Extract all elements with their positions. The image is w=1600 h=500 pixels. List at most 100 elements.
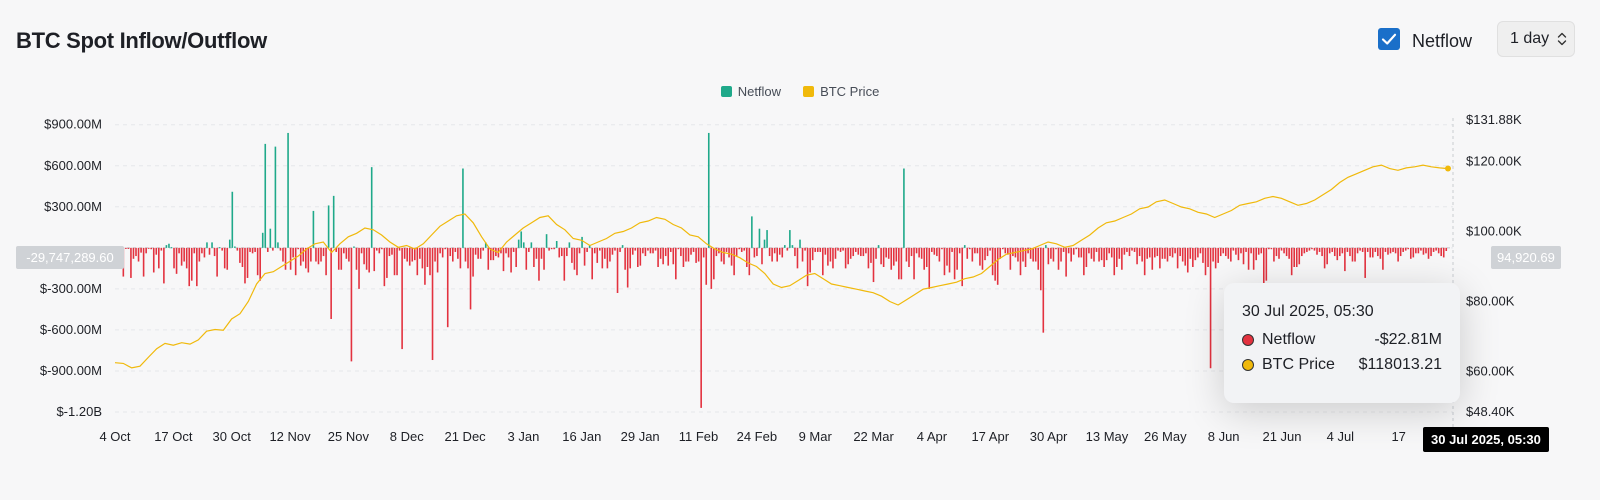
netflow-bar xyxy=(751,216,753,248)
netflow-bar xyxy=(705,247,708,285)
netflow-bar xyxy=(637,247,639,267)
netflow-bar xyxy=(1437,247,1440,254)
netflow-bar xyxy=(535,247,538,259)
netflow-bar xyxy=(865,247,867,254)
netflow-bar xyxy=(325,247,327,276)
netflow-bar xyxy=(1283,247,1285,254)
netflow-bar xyxy=(680,247,682,257)
netflow-bar xyxy=(847,247,849,265)
netflow-bar xyxy=(310,247,312,262)
netflow-bar xyxy=(654,247,657,251)
netflow-bar xyxy=(626,247,629,288)
netflow-bar xyxy=(1075,247,1078,250)
netflow-bar xyxy=(1290,247,1293,276)
netflow-bar xyxy=(956,247,958,270)
netflow-bar xyxy=(707,132,710,248)
netflow-bar xyxy=(178,247,180,254)
netflow-bar xyxy=(1169,247,1171,257)
x-tick-label: 12 Nov xyxy=(269,429,311,444)
netflow-bar xyxy=(383,247,386,287)
netflow-bar xyxy=(593,247,596,254)
netflow-bar xyxy=(809,247,811,273)
netflow-bar xyxy=(713,247,715,280)
chevron-up-down-icon xyxy=(1557,32,1567,46)
netflow-bar xyxy=(439,247,441,254)
netflow-bar xyxy=(631,247,634,255)
netflow-bar xyxy=(1001,247,1004,250)
y-right-tick-label: $80.00K xyxy=(1466,293,1515,308)
netflow-bar xyxy=(226,247,229,270)
netflow-bar xyxy=(606,247,609,269)
legend-item-btc-price[interactable]: BTC Price xyxy=(803,84,879,99)
x-tick-label: 8 Jun xyxy=(1208,429,1240,444)
netflow-checkbox[interactable] xyxy=(1378,28,1400,50)
netflow-bar xyxy=(1425,247,1427,254)
x-tick-label: 17 Apr xyxy=(971,429,1009,444)
netflow-bar xyxy=(961,247,964,287)
netflow-bar xyxy=(1275,247,1278,257)
interval-select[interactable]: 1 day xyxy=(1497,21,1575,57)
netflow-bar xyxy=(201,247,203,254)
netflow-bar xyxy=(284,247,287,270)
netflow-bar xyxy=(1103,247,1105,267)
netflow-bar xyxy=(1060,247,1062,262)
netflow-bar xyxy=(1088,247,1090,254)
netflow-bar xyxy=(652,247,654,254)
netflow-bar xyxy=(796,247,799,269)
netflow-bar xyxy=(1055,247,1057,250)
netflow-bar xyxy=(583,247,586,266)
netflow-bar xyxy=(510,247,512,273)
legend-swatch-netflow xyxy=(720,86,732,97)
netflow-bar xyxy=(457,247,459,259)
netflow-bar xyxy=(885,247,887,258)
netflow-bar xyxy=(396,247,398,276)
netflow-bar xyxy=(573,247,576,270)
netflow-bar xyxy=(614,247,616,251)
netflow-bar xyxy=(1004,247,1007,254)
netflow-bar xyxy=(1333,247,1336,257)
netflow-bar xyxy=(555,241,558,248)
netflow-bar xyxy=(1176,247,1179,269)
netflow-bar xyxy=(1298,247,1301,265)
netflow-bar xyxy=(1070,247,1072,262)
netflow-bar xyxy=(234,246,236,248)
y-left-tick-label: $-900.00M xyxy=(40,363,102,378)
netflow-bar xyxy=(355,247,358,270)
x-tick-label: 21 Jun xyxy=(1262,429,1301,444)
netflow-bar xyxy=(416,247,419,276)
netflow-bar xyxy=(672,247,675,265)
netflow-bar xyxy=(1017,247,1019,262)
netflow-bar xyxy=(1012,247,1014,257)
x-tick-label: 4 Jul xyxy=(1327,429,1355,444)
netflow-bar xyxy=(365,247,368,270)
netflow-bar xyxy=(811,247,814,261)
netflow-bar xyxy=(487,247,490,270)
netflow-bar xyxy=(1359,247,1361,251)
netflow-bar xyxy=(667,247,670,266)
netflow-bar xyxy=(1067,247,1070,254)
netflow-bar xyxy=(413,247,416,261)
netflow-bar xyxy=(1415,247,1417,254)
legend-item-netflow[interactable]: Netflow xyxy=(720,84,781,99)
netflow-bar xyxy=(345,247,348,259)
netflow-bar xyxy=(1417,247,1420,254)
netflow-bar xyxy=(1179,247,1181,257)
netflow-bar xyxy=(1085,247,1088,267)
x-tick-label: 17 xyxy=(1391,429,1405,444)
netflow-bar xyxy=(158,247,160,269)
netflow-bar xyxy=(778,247,781,255)
chart-tooltip: 30 Jul 2025, 05:30 Netflow -$22.81M BTC … xyxy=(1224,283,1460,403)
netflow-bar xyxy=(1019,247,1022,276)
netflow-bar xyxy=(832,247,834,269)
netflow-bar xyxy=(492,247,495,261)
netflow-bar xyxy=(1366,247,1369,252)
netflow-bar xyxy=(190,247,193,281)
netflow-bar xyxy=(1197,247,1199,258)
netflow-checkbox-label[interactable]: Netflow xyxy=(1412,31,1473,51)
netflow-bar xyxy=(1316,247,1318,255)
tooltip-dot-btc-price xyxy=(1242,359,1254,371)
netflow-bar xyxy=(1214,247,1217,269)
x-tick-label: 4 Apr xyxy=(917,429,948,444)
netflow-bar xyxy=(824,247,827,255)
